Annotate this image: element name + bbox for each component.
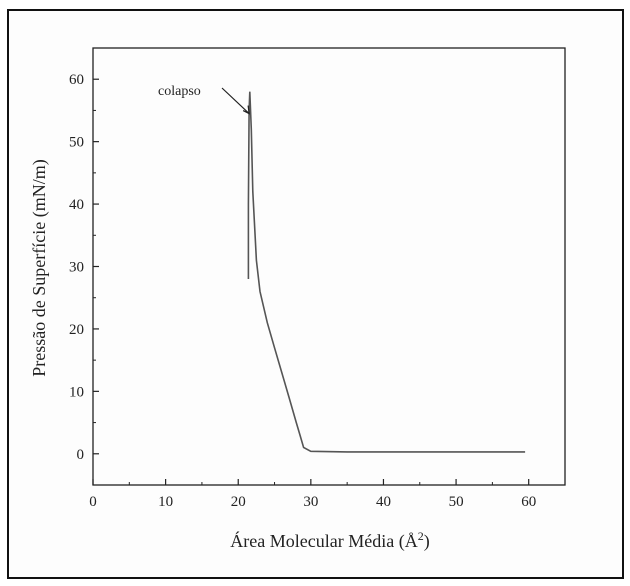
- series-line: [247, 91, 526, 453]
- y-tick-label: 50: [69, 135, 84, 151]
- y-tick-label: 10: [69, 384, 84, 400]
- x-axis-ticks: 0 10 20 30 40 50 60: [89, 479, 536, 510]
- y-tick-label: 30: [69, 260, 84, 276]
- x-tick-label: 30: [303, 494, 318, 510]
- annotation-colapso: colapso: [158, 84, 201, 99]
- x-tick-label: 10: [158, 494, 173, 510]
- x-tick-label: 60: [521, 494, 536, 510]
- x-tick-label: 50: [449, 494, 464, 510]
- x-axis-label: Área Molecular Média (Å2): [230, 529, 429, 552]
- x-tick-label: 40: [376, 494, 391, 510]
- plot-area: [92, 47, 566, 486]
- figure-frame: [7, 9, 624, 579]
- y-axis-label: Pressão de Superfície (mN/m): [29, 159, 50, 376]
- y-tick-label: 20: [69, 322, 84, 338]
- y-tick-label: 60: [69, 72, 84, 88]
- annotation-arrow: [221, 87, 250, 115]
- collapse-annotation: colapso: [158, 84, 250, 115]
- x-tick-label: 20: [231, 494, 246, 510]
- y-tick-label: 40: [69, 197, 84, 213]
- x-tick-label: 0: [89, 494, 97, 510]
- y-axis-ticks: 0 10 20 30 40 50 60: [69, 72, 99, 463]
- y-tick-label: 0: [77, 447, 85, 463]
